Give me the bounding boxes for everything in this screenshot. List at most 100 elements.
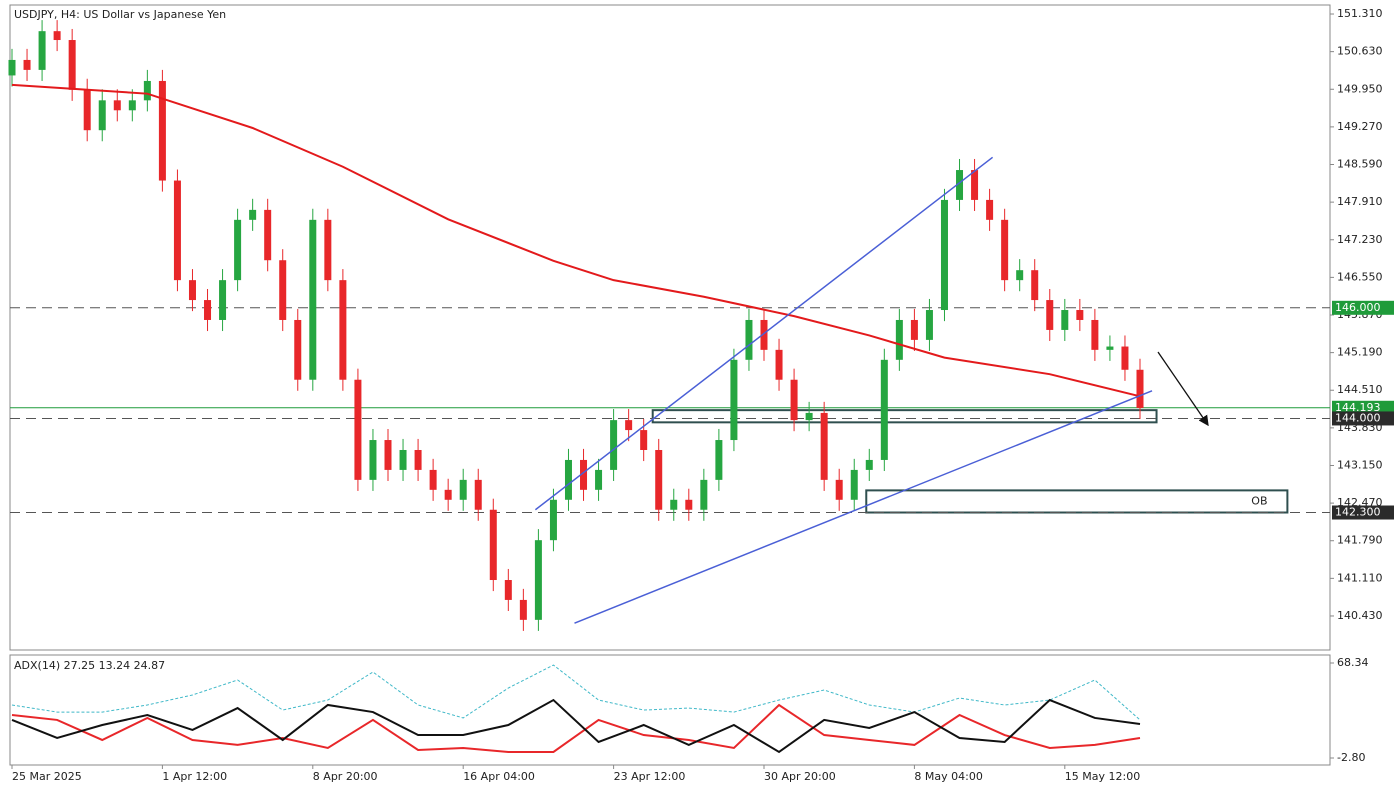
candle-body [534,540,542,620]
candle-body [249,209,257,220]
candle-body [504,580,512,600]
level-label: 146.000 [1335,301,1381,314]
indicator-line [11,703,1141,753]
candle-body [625,420,633,431]
candle-body [414,449,422,470]
y-tick-label: -2.80 [1337,751,1365,764]
candle-body [940,199,948,311]
candle-body [113,100,121,111]
candle-body [895,319,903,360]
candle-body [865,459,873,470]
candle-body [1061,310,1069,330]
candle-body [1106,346,1114,350]
candle-body [1001,219,1009,281]
overlay-line [574,390,1153,624]
candle-body [670,499,678,510]
y-tick-label: 141.790 [1337,534,1383,547]
y-tick-label: 149.950 [1337,82,1383,95]
x-tick-label: 16 Apr 04:00 [463,770,535,783]
candle-body [835,479,843,500]
candle-body [128,100,136,111]
candle-body [790,379,798,421]
candle-body [219,280,227,320]
y-tick-label: 141.110 [1337,571,1383,584]
candle-body [610,420,618,470]
candle-body [805,412,813,421]
candle-body [1016,270,1024,281]
level-label: 144.000 [1335,411,1381,424]
candle-body [580,459,588,490]
candle-body [925,310,933,340]
y-tick-label: 143.150 [1337,458,1383,471]
candle-body [820,412,828,480]
candle-body [98,100,106,131]
x-tick-label: 25 Mar 2025 [12,770,82,783]
x-tick-label: 8 May 04:00 [914,770,982,783]
y-tick-label: 147.230 [1337,233,1383,246]
candle-body [730,359,738,441]
level-label-box [1332,505,1394,520]
candle-body [83,89,91,131]
axis-labels: 151.310 150.630 149.950 149.270 148.590 147.9… [11,7,1394,783]
zone [865,489,1289,514]
candle-body [38,31,46,70]
candle-body [188,280,196,301]
candle-body [68,40,76,90]
candle-body [655,449,663,510]
candle-body [910,319,918,340]
indicator-line [11,698,1141,754]
candle-body [204,300,212,320]
candle-body [324,219,332,281]
candle-body [384,440,392,470]
candle-body [956,170,964,200]
candle-body [1121,346,1129,370]
price-frame [9,4,1331,651]
level-label-box [1332,411,1394,426]
level-label-box [1332,300,1394,315]
overlay-line [11,83,1141,398]
zone [651,409,1158,424]
candle-body [264,209,272,261]
level-label: 142.300 [1335,506,1381,519]
indicator-frame [9,654,1331,766]
indicator-title: ADX(14) 27.25 13.24 24.87 [14,659,165,672]
y-tick-label: 144.510 [1337,383,1383,396]
candle-body [715,440,723,480]
x-tick-label: 1 Apr 12:00 [162,770,227,783]
y-tick-label: 150.630 [1337,45,1383,58]
indicator-line [11,664,1141,721]
candle-body [143,80,151,101]
y-tick-label: 149.270 [1337,120,1383,133]
arrow [1157,351,1209,427]
candle-body [685,499,693,510]
x-tick-label: 30 Apr 20:00 [764,770,836,783]
candle-body [1046,300,1054,330]
candle-body [564,459,572,500]
y-tick-label: 146.550 [1337,270,1383,283]
x-tick-label: 15 May 12:00 [1065,770,1140,783]
y-tick-label: 148.590 [1337,158,1383,171]
candle-body [1031,270,1039,301]
chart-title: USDJPY, H4: US Dollar vs Japanese Yen [14,8,226,21]
candle-body [309,219,317,380]
candle-body [158,80,166,181]
x-tick-label: 23 Apr 12:00 [614,770,686,783]
candle-body [444,489,452,500]
candle-body [279,260,287,320]
candle-body [354,379,362,480]
overlay-line [534,156,994,511]
candle-body [745,319,753,360]
candle-body [339,280,347,380]
candle-body [489,509,497,581]
candle-body [971,170,979,200]
candle-body [53,31,61,41]
candle-body [640,430,648,450]
candle-body [519,599,527,620]
candle-body [595,469,603,490]
candle-body [173,180,181,281]
candle-body [986,199,994,220]
candle-body [760,319,768,350]
y-tick-label: 151.310 [1337,7,1383,20]
level-label: 144.193 [1335,401,1381,414]
